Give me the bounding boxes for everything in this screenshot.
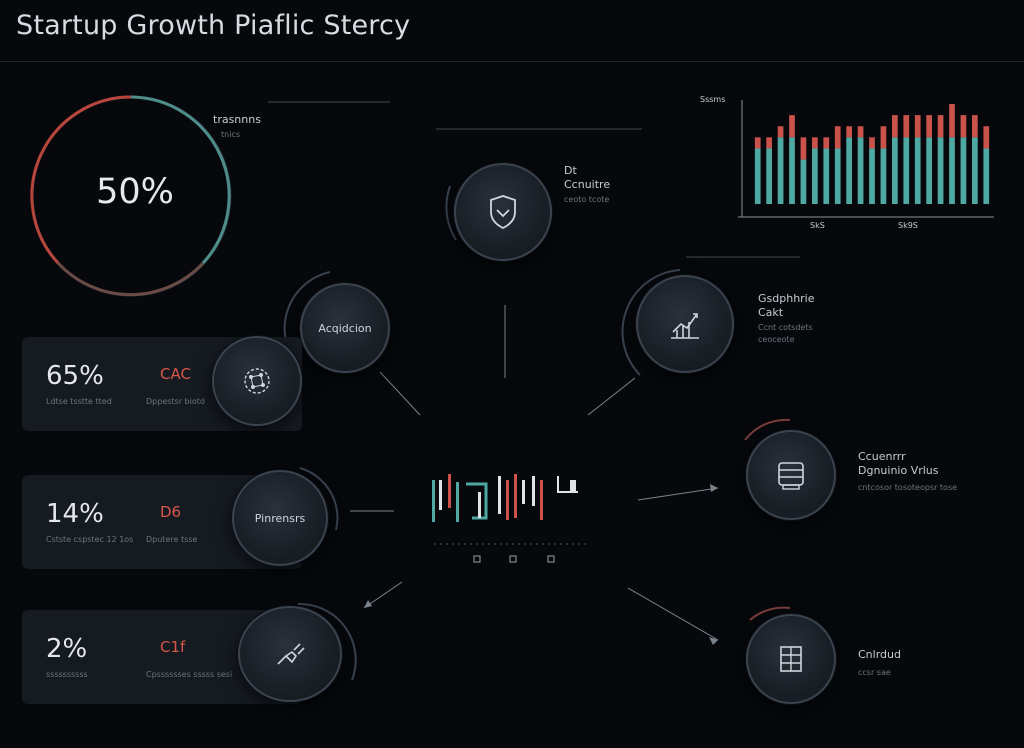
right-lower-sub: ccsr sae <box>858 668 891 677</box>
card-left-sub: ssssssssss <box>46 670 88 679</box>
gauge-value: 50% <box>96 172 174 212</box>
right-middle-title: Ccuenrrr <box>858 450 906 463</box>
bar-segment-bottom <box>949 137 955 204</box>
bar-segment-top <box>869 137 875 149</box>
bar-segment-bottom <box>892 137 898 204</box>
top-node-sub: ceoto tcote <box>564 195 610 204</box>
connector <box>627 587 719 641</box>
acquisition-label: Acqidcion <box>318 321 372 335</box>
right-lower-title: Cnlrdud <box>858 648 901 661</box>
bar-segment-top <box>903 115 910 138</box>
bar-segment-top <box>800 137 807 160</box>
card-left-sub: Cstste cspstec 12 1os <box>46 535 134 544</box>
connector-node[interactable] <box>238 606 342 702</box>
top-node-subtitle: Ccnuitre <box>564 178 611 191</box>
bar-segment-top <box>777 126 784 138</box>
bar-chart: Sssms SkS Sk9S <box>700 95 994 230</box>
bar-segment-top <box>846 126 852 138</box>
growth-chart-icon <box>671 313 699 339</box>
gauge-ring <box>30 95 232 297</box>
growth-chart-node[interactable] <box>636 275 734 373</box>
bar-segment-top <box>823 137 830 149</box>
building-icon <box>780 646 802 672</box>
bar-segment-top <box>972 115 978 138</box>
bar-segment-bottom <box>914 137 921 204</box>
bar-segment-top <box>789 115 795 138</box>
page-title: Startup Growth Piaflic Stercy <box>16 10 411 41</box>
shield-icon <box>490 195 516 230</box>
bar-segment-bottom <box>972 137 978 204</box>
bar-segment-bottom <box>937 137 944 204</box>
bar-segment-bottom <box>903 137 910 204</box>
card-percent: 14% <box>46 499 104 529</box>
database-icon <box>778 462 804 490</box>
card-code: CAC <box>160 365 191 383</box>
bar-segment-top <box>766 137 772 149</box>
card-right-sub: Dputere tsse <box>146 535 198 544</box>
bar-segment-top <box>960 115 967 138</box>
connector <box>637 487 719 501</box>
bar-segment-top <box>926 115 932 138</box>
bar-segment-bottom <box>869 148 875 204</box>
bar-segment-bottom <box>834 148 841 204</box>
network-icon <box>244 368 270 394</box>
bar-segment-bottom <box>880 148 887 204</box>
right-middle-sub: cntcosor tosoteopsr tose <box>858 483 958 492</box>
bar-segment-bottom <box>926 137 932 204</box>
card-percent: 65% <box>46 361 104 391</box>
bar-segment-top <box>857 126 864 138</box>
right-upper-title: Gsdphhrie <box>758 292 815 305</box>
center-chart <box>432 474 590 563</box>
card-right-sub: Dppestsr biotd <box>146 397 205 406</box>
bar-segment-bottom <box>812 148 818 204</box>
card-code: C1f <box>160 638 186 656</box>
value-node[interactable] <box>746 430 836 520</box>
card-code: D6 <box>160 503 182 521</box>
card-right-sub: Cpsssssses sssss sesi <box>146 670 233 679</box>
bar-segment-bottom <box>983 148 990 204</box>
bar-segment-top <box>914 115 921 138</box>
bar-segment-top <box>949 104 955 138</box>
bar-segment-top <box>937 115 944 138</box>
bar-segment-top <box>754 137 761 149</box>
partners-label: Pinrensrs <box>254 511 306 525</box>
right-middle-title2: Dgnuinio Vrlus <box>858 464 939 477</box>
plug-icon <box>277 643 305 665</box>
card-percent: 2% <box>46 634 88 664</box>
right-upper-sub2: ceoceote <box>758 335 795 344</box>
bar-segment-bottom <box>857 137 864 204</box>
bar-segment-bottom <box>960 137 967 204</box>
bar-segment-top <box>892 115 898 138</box>
right-upper-title2: Cakt <box>758 306 784 319</box>
build-node[interactable] <box>746 614 836 704</box>
x-tick-label: Sk9S <box>898 221 918 230</box>
bar-segment-top <box>880 126 887 149</box>
header-bar <box>0 0 1024 62</box>
bar-segment-bottom <box>766 148 772 204</box>
bar-segment-bottom <box>800 159 807 204</box>
top-node-title: Dt <box>564 164 577 177</box>
network-node[interactable] <box>212 336 302 426</box>
bar-segment-top <box>983 126 990 149</box>
acquisition-node[interactable]: Acqidcion <box>300 283 390 373</box>
right-upper-sub1: Ccnt cotsdets <box>758 323 813 332</box>
card-left-sub: Ldtse tsstte tted <box>46 397 112 406</box>
y-axis-label: Sssms <box>700 95 725 104</box>
bar-segment-top <box>812 137 818 149</box>
connector <box>379 371 421 416</box>
shield-node[interactable] <box>454 163 552 261</box>
connector <box>587 377 636 416</box>
bar-segment-bottom <box>823 148 830 204</box>
x-tick-label: SkS <box>810 221 825 230</box>
bar-segment-bottom <box>846 137 852 204</box>
gauge-label: trasnnns <box>213 113 261 126</box>
partners-node[interactable]: Pinrensrs <box>232 470 328 566</box>
bar-segment-bottom <box>777 137 784 204</box>
bar-segment-bottom <box>789 137 795 204</box>
gauge-sublabel: tnics <box>221 130 240 139</box>
bar-segment-top <box>834 126 841 149</box>
bar-segment-bottom <box>754 148 761 204</box>
